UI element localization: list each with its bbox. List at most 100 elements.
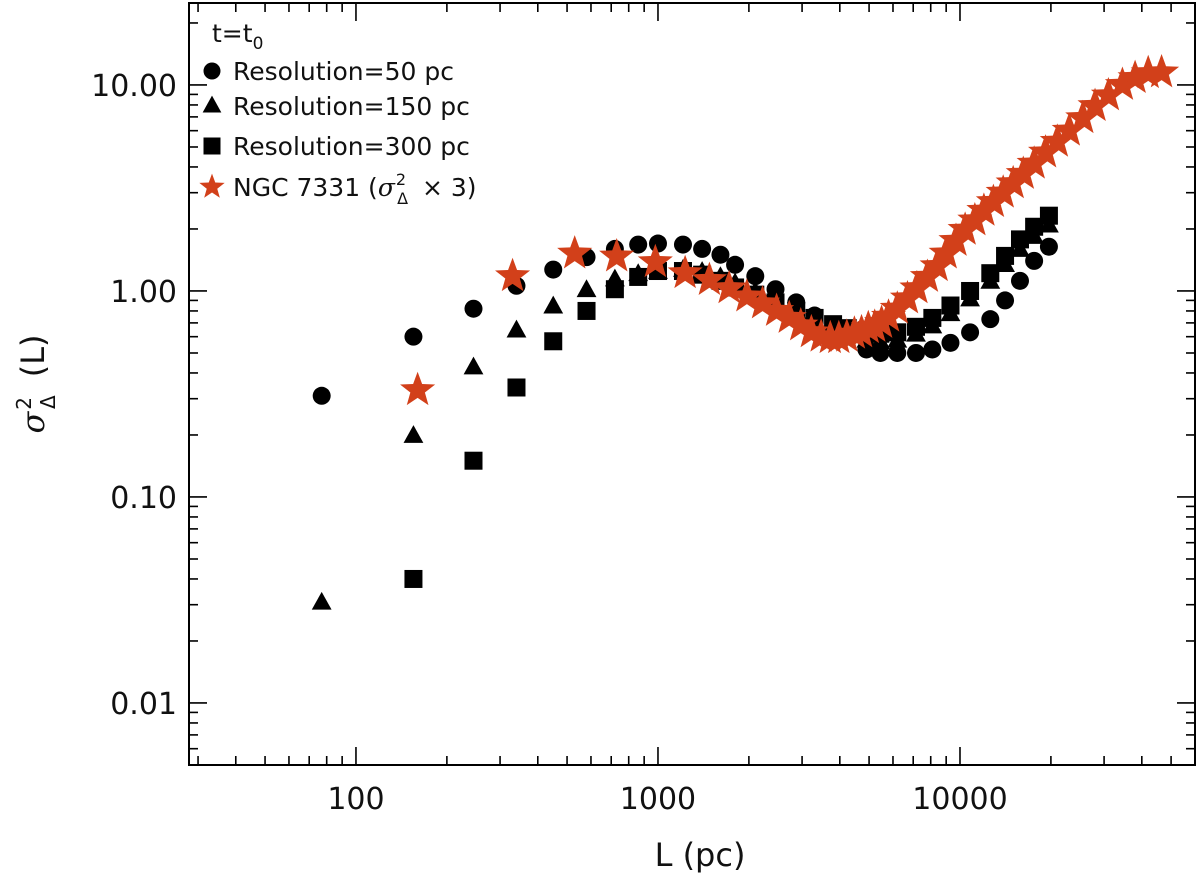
data-point-star [957, 201, 993, 236]
data-point-triangle [980, 270, 1001, 289]
data-point-triangle [887, 329, 908, 348]
data-point-triangle [543, 295, 564, 314]
legend-marker-square [203, 137, 221, 155]
data-point-star [870, 298, 907, 332]
data-point-circle [981, 310, 1000, 329]
data-point-star [1039, 123, 1075, 157]
data-point-triangle [463, 356, 484, 375]
data-point-star [495, 257, 531, 292]
data-point-star [879, 290, 915, 324]
data-point-star [1065, 99, 1101, 134]
data-point-circle [871, 343, 890, 362]
data-point-star [1144, 54, 1180, 88]
legend-ngc-prefix: NGC 7331 ( [233, 173, 378, 202]
data-point-star [793, 313, 829, 348]
data-point-circle [648, 234, 667, 253]
data-point-triangle [576, 279, 597, 298]
data-point-triangle [922, 315, 943, 334]
y-tick-label: 1.00 [110, 275, 177, 310]
y-axis-subscript: Δ [36, 395, 60, 409]
data-point-triangle [403, 425, 424, 443]
data-point-square [404, 569, 423, 588]
legend-header-base: t=t [212, 19, 253, 48]
data-point-star [1090, 76, 1126, 111]
data-point-circle [544, 260, 563, 279]
data-point-triangle [960, 288, 980, 307]
data-point-triangle [311, 591, 332, 610]
data-point-square [464, 451, 483, 470]
data-point-circle [746, 267, 765, 286]
data-point-star [599, 238, 635, 272]
data-point-square [577, 301, 596, 320]
data-point-circle [888, 343, 907, 362]
data-point-star [667, 254, 703, 289]
data-point-triangle [1039, 214, 1059, 233]
data-point-star [1028, 134, 1064, 168]
data-point-circle [1010, 271, 1029, 290]
data-point-star [947, 211, 983, 245]
data-point-triangle [1010, 239, 1030, 257]
data-points [311, 54, 1180, 610]
data-point-circle [693, 239, 712, 258]
data-point-square [507, 378, 526, 397]
legend-ngc-subscript: Δ [397, 189, 408, 208]
legend-ngc-suffix: × 3) [414, 173, 477, 202]
data-point-star [1104, 66, 1140, 100]
legend-header: t=t0 [212, 19, 263, 54]
data-point-triangle [628, 263, 649, 282]
data-point-circle [673, 235, 692, 254]
legend-marker-triangle [202, 95, 222, 113]
axis-ticks: 100 1000 10000 0.01 0.10 1.00 10.00 [91, 3, 1196, 817]
legend-markers [199, 62, 225, 198]
series-circle [312, 234, 1058, 405]
data-point-triangle [1024, 226, 1045, 244]
data-point-triangle [906, 323, 926, 342]
x-axis-title: L (pc) [655, 836, 746, 874]
data-point-star [966, 192, 1002, 226]
data-point-circle [312, 386, 331, 405]
y-tick-label: 0.01 [110, 687, 177, 722]
legend-label-res300: Resolution=300 pc [233, 132, 470, 161]
x-tick-label: 100 [327, 782, 384, 817]
data-point-circle [629, 235, 648, 254]
y-axis-title: σ2Δ (L) [12, 334, 60, 433]
data-point-circle [996, 291, 1015, 310]
data-point-star [889, 279, 926, 314]
legend: t=t0 Resolution=50 pc Resolution=150 pc … [199, 19, 477, 208]
data-point-circle [1039, 237, 1058, 256]
data-point-star [1077, 87, 1113, 121]
data-point-star [783, 307, 819, 341]
data-point-star [1005, 155, 1041, 189]
data-point-star [637, 243, 673, 278]
data-point-circle [464, 299, 483, 318]
data-point-circle [961, 323, 980, 342]
data-point-star [711, 269, 747, 304]
data-point-circle [941, 333, 960, 352]
legend-header-subscript: 0 [253, 34, 264, 54]
y-tick-label: 10.00 [91, 69, 177, 104]
data-point-triangle [506, 319, 527, 338]
legend-ngc-superscript: 2 [396, 170, 406, 189]
data-point-triangle [995, 254, 1015, 273]
data-point-star [1130, 54, 1166, 89]
data-point-star [899, 269, 935, 304]
legend-label-ngc7331: NGC 7331 (σ2 Δ × 3) [233, 170, 477, 208]
data-point-circle [923, 340, 942, 359]
series-star [400, 54, 1180, 406]
data-point-star [400, 371, 436, 406]
data-point-star [985, 174, 1021, 208]
legend-marker-circle [203, 62, 221, 80]
y-axis-sigma: σ [14, 411, 52, 434]
data-point-star [928, 235, 964, 269]
data-point-star [975, 183, 1011, 218]
legend-marker-star [199, 173, 225, 198]
data-point-circle [766, 280, 785, 299]
data-point-star [1051, 112, 1087, 146]
data-point-triangle [940, 303, 961, 322]
data-point-triangle [870, 331, 891, 350]
data-point-star [995, 164, 1031, 199]
x-tick-label: 1000 [620, 782, 696, 817]
data-point-circle [906, 343, 925, 362]
